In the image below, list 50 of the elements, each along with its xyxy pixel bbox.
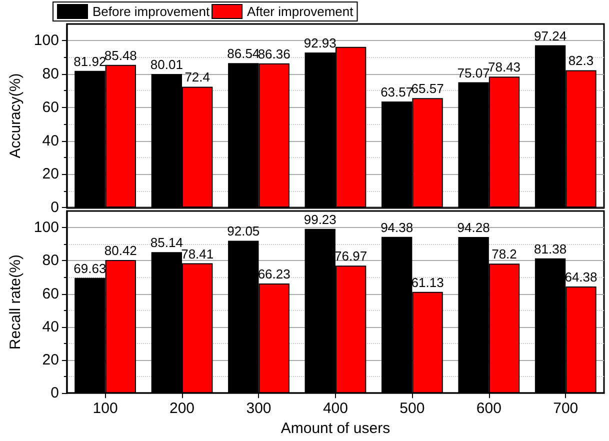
- y-tick-label: 0: [50, 384, 59, 402]
- data-label: 78.41: [181, 246, 214, 262]
- data-label: 80.01: [150, 57, 183, 72]
- data-label: 80.42: [104, 242, 137, 258]
- y-tick-label: 60: [42, 285, 59, 302]
- y-tick-label: 80: [42, 252, 59, 270]
- data-label: 94.38: [380, 220, 414, 235]
- data-label: 92.93: [304, 35, 336, 50]
- x-tick-label: 100: [92, 400, 118, 418]
- y-tick-label: 40: [42, 132, 59, 150]
- x-tick-label: 700: [553, 400, 578, 418]
- data-label: 85.14: [150, 235, 183, 250]
- data-label: 92.05: [227, 224, 260, 239]
- data-label: 75.07: [457, 65, 490, 80]
- data-label: 65.57: [411, 81, 444, 96]
- x-axis-title: Amount of users: [280, 420, 390, 437]
- y-tick-label: 0: [50, 199, 59, 216]
- data-label: 86.36: [258, 46, 290, 62]
- y-axis-title: Accuracy(%): [7, 73, 24, 158]
- data-label: 99.23: [304, 212, 336, 227]
- data-label: 85.48: [104, 48, 137, 63]
- x-tick-label: 300: [246, 400, 272, 418]
- data-label: 63.57: [380, 84, 414, 100]
- y-tick-label: 80: [42, 66, 59, 83]
- x-tick-label: 600: [476, 400, 502, 418]
- y-tick-label: 20: [42, 351, 59, 368]
- data-label: 94.28: [457, 220, 490, 236]
- data-label: 69.63: [74, 260, 106, 276]
- data-label: 97.24: [534, 28, 567, 44]
- y-tick-label: 100: [34, 32, 59, 50]
- legend-label: After improvement: [247, 4, 354, 19]
- y-tick-label: 60: [42, 98, 59, 116]
- data-label: 64.38: [564, 270, 598, 285]
- x-tick-label: 200: [170, 400, 195, 418]
- data-label: 61.13: [411, 274, 444, 290]
- data-label: 86.54: [227, 46, 260, 62]
- y-tick-label: 40: [42, 318, 59, 336]
- data-label: 66.23: [258, 266, 290, 282]
- data-label: 81.38: [534, 241, 567, 256]
- data-label: 82.3: [568, 53, 594, 68]
- data-label: 78.2: [492, 246, 517, 262]
- legend-label: Before improvement: [92, 4, 210, 19]
- y-tick-label: 100: [34, 219, 59, 236]
- data-label: 78.43: [488, 60, 521, 75]
- data-label: 81.92: [74, 54, 106, 69]
- y-tick-label: 20: [42, 166, 59, 183]
- data-label: 72.4: [184, 70, 210, 85]
- x-tick-label: 400: [322, 400, 348, 418]
- y-axis-title: Recall rate(%): [7, 254, 24, 350]
- x-tick-label: 500: [400, 400, 425, 418]
